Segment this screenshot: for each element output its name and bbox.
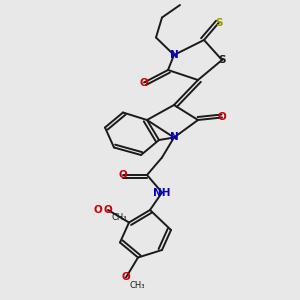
Text: O: O (93, 205, 102, 215)
Text: O: O (122, 272, 130, 283)
Text: S: S (218, 55, 226, 65)
Text: S: S (215, 17, 223, 28)
Text: O: O (140, 77, 148, 88)
Text: NH: NH (153, 188, 171, 197)
Text: CH₃: CH₃ (111, 213, 127, 222)
Text: O: O (218, 112, 226, 122)
Text: N: N (169, 133, 178, 142)
Text: O: O (103, 205, 112, 215)
Text: N: N (169, 50, 178, 60)
Text: O: O (118, 170, 127, 180)
Text: CH₃: CH₃ (129, 280, 145, 290)
